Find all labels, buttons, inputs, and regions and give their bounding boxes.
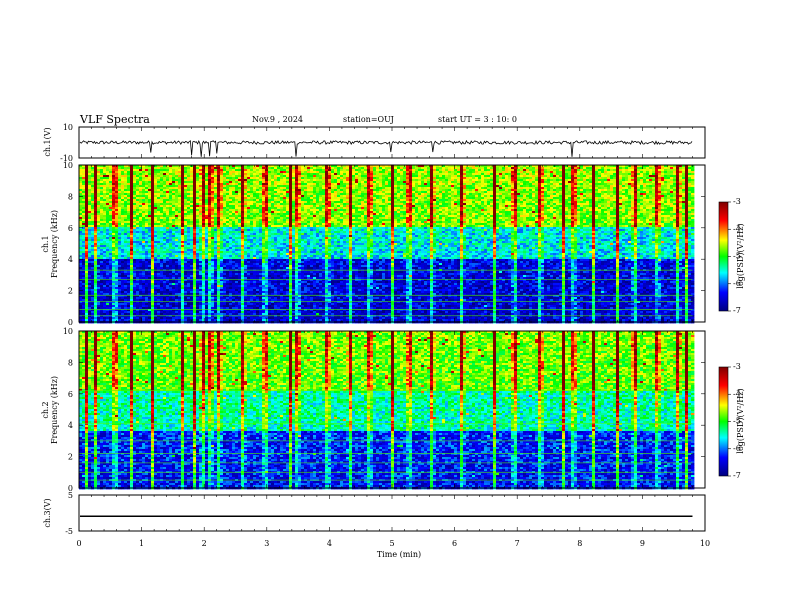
ch1-waveform-panel: ch.1(V) 10 -10 (43, 123, 705, 163)
ch1-spectrogram-image (79, 165, 694, 323)
ch1-waveform-ytick-top: 10 (63, 123, 73, 132)
ch1-waveform-ylabel: ch.1(V) (43, 127, 52, 156)
start-time-label: start UT = 3 : 10: 0 (438, 115, 517, 124)
figure-title: VLF Spectra (79, 113, 150, 126)
vlf-spectra-figure: VLF Spectra Nov.9 , 2024 station=OUJ sta… (0, 0, 792, 612)
date-label: Nov.9 , 2024 (252, 115, 303, 124)
station-label: station=OUJ (343, 115, 394, 124)
